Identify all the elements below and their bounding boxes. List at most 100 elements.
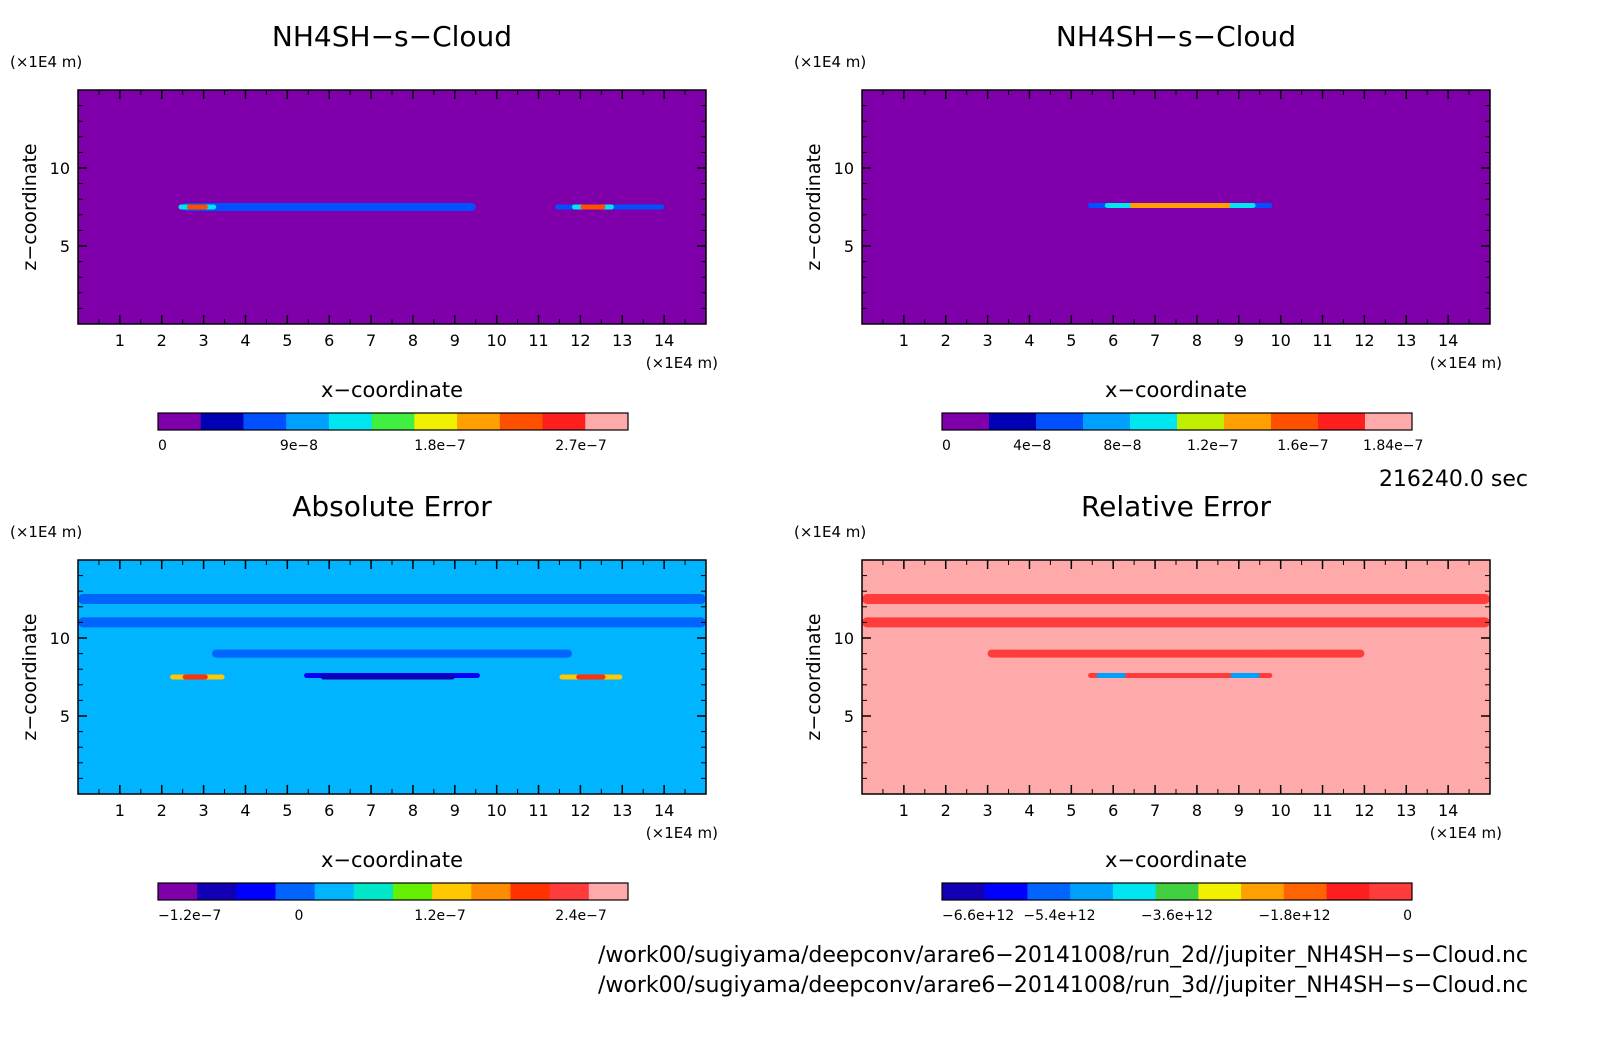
- y-axis-unit-label: (×1E4 m): [10, 523, 82, 541]
- chart-title: Relative Error: [1081, 490, 1272, 523]
- x-tick-label: 10: [1270, 801, 1290, 820]
- colorbar-segment-11: [549, 883, 590, 900]
- colorbar-tick-label: 1.2e−7: [1187, 438, 1239, 454]
- contour-feature-1: [78, 594, 706, 604]
- x-tick-label: 8: [1192, 801, 1202, 820]
- chart-title: NH4SH−s−Cloud: [272, 20, 512, 53]
- colorbar-tick-label: 0: [295, 908, 304, 924]
- colorbar-segment-11: [1369, 883, 1413, 900]
- contour-feature-1: [862, 594, 1490, 604]
- colorbar: 0 9e−8 1.8e−7 2.7e−7: [157, 412, 629, 454]
- x-tick-label: 13: [1396, 331, 1416, 350]
- plot-area: [77, 89, 707, 325]
- y-axis-label: z−coordinate: [19, 143, 41, 270]
- y-tick-label: 5: [60, 707, 70, 726]
- x-tick-label: 1: [899, 331, 909, 350]
- colorbar-segment-9: [1318, 413, 1366, 430]
- contour-feature-5: [1096, 672, 1126, 678]
- x-tick-label: 10: [486, 331, 506, 350]
- colorbar-tick-label: 0: [158, 438, 167, 454]
- colorbar-segment-4: [286, 413, 330, 430]
- colorbar-segment-10: [510, 883, 551, 900]
- plot-area: [861, 89, 1491, 325]
- x-tick-label: 13: [1396, 801, 1416, 820]
- y-axis-unit-label: (×1E4 m): [794, 523, 866, 541]
- x-tick-label: 6: [1108, 801, 1118, 820]
- x-tick-label: 9: [450, 331, 460, 350]
- x-tick-label: 9: [450, 801, 460, 820]
- contour-feature-6: [580, 204, 606, 210]
- colorbar-segment-10: [1365, 413, 1413, 430]
- colorbar-tick-label: −1.8e+12: [1258, 908, 1330, 924]
- x-tick-label: 7: [1150, 331, 1160, 350]
- contour-feature-4: [1088, 672, 1273, 678]
- colorbar-segment-4: [275, 883, 316, 900]
- colorbar-tick-label: 2.7e−7: [555, 438, 607, 454]
- colorbar-tick-label: −5.4e+12: [1023, 908, 1095, 924]
- x-tick-label: 13: [612, 801, 632, 820]
- contour-feature-9: [576, 674, 606, 680]
- y-tick-label: 10: [834, 629, 854, 648]
- x-axis-unit-label: (×1E4 m): [1430, 824, 1502, 842]
- colorbar-tick-label: 4e−8: [1013, 438, 1051, 454]
- plot-area: [77, 559, 707, 795]
- colorbar: −1.2e−7 0 1.2e−7 2.4e−7: [157, 882, 629, 924]
- colorbar-segment-1: [942, 413, 990, 430]
- contour-feature-3: [1129, 202, 1231, 208]
- contour-feature-2: [78, 617, 706, 628]
- colorbar-segment-6: [353, 883, 394, 900]
- y-axis-unit-label: (×1E4 m): [10, 53, 82, 71]
- colorbar-segment-6: [1155, 883, 1199, 900]
- colorbar-segment-5: [1112, 883, 1157, 900]
- x-tick-label: 11: [528, 331, 548, 350]
- contour-feature-4: [186, 204, 208, 210]
- y-tick-label: 10: [50, 629, 70, 648]
- y-axis-label: z−coordinate: [19, 613, 41, 740]
- chart-panel-3: Absolute Error(×1E4 m)1 2 3 4 5 6 7 8 9 10 11 12 13 1…: [10, 490, 718, 924]
- x-axis-unit-label: (×1E4 m): [646, 354, 718, 372]
- file-path-3d: /work00/sugiyama/deepconv/arare6−2014100…: [598, 973, 1528, 998]
- x-tick-label: 3: [983, 801, 993, 820]
- colorbar-tick-label: 1.2e−7: [414, 908, 466, 924]
- colorbar-segment-3: [236, 883, 276, 900]
- x-tick-label: 2: [157, 331, 167, 350]
- colorbar-segment-7: [393, 883, 433, 900]
- y-axis-unit-label: (×1E4 m): [794, 53, 866, 71]
- colorbar-segment-9: [499, 413, 544, 430]
- x-tick-label: 1: [115, 331, 125, 350]
- contour-feature-2: [862, 617, 1490, 628]
- colorbar-segment-8: [1241, 883, 1285, 900]
- x-tick-label: 1: [899, 801, 909, 820]
- contour-feature-6: [1230, 672, 1260, 678]
- x-tick-label: 8: [1192, 331, 1202, 350]
- x-tick-label: 11: [1312, 331, 1332, 350]
- x-tick-label: 7: [1150, 801, 1160, 820]
- x-tick-label: 4: [1024, 801, 1034, 820]
- colorbar-segment-8: [1271, 413, 1319, 430]
- colorbar-segment-3: [1036, 413, 1084, 430]
- chart-title: NH4SH−s−Cloud: [1056, 20, 1296, 53]
- colorbar-segment-8: [432, 883, 472, 900]
- colorbar-segment-12: [588, 883, 629, 900]
- colorbar-frame: [941, 882, 1413, 901]
- y-tick-label: 5: [844, 707, 854, 726]
- x-tick-label: 7: [366, 801, 376, 820]
- colorbar-segment-7: [414, 413, 458, 430]
- plot-area: [861, 559, 1491, 795]
- colorbar-frame: [941, 412, 1413, 431]
- colorbar-tick-label: 2.4e−7: [555, 908, 607, 924]
- x-tick-label: 3: [199, 801, 209, 820]
- x-tick-label: 12: [1354, 801, 1374, 820]
- y-tick-label: 10: [50, 159, 70, 178]
- x-tick-label: 7: [366, 331, 376, 350]
- x-tick-label: 3: [983, 331, 993, 350]
- colorbar-tick-label: 0: [942, 438, 951, 454]
- x-tick-label: 10: [1270, 331, 1290, 350]
- colorbar-segment-10: [542, 413, 586, 430]
- y-axis-label: z−coordinate: [803, 143, 825, 270]
- chart-panel-1: NH4SH−s−Cloud(×1E4 m)1 2 3 4 5 6 7 8 9 10 11 12 13 14…: [10, 20, 718, 454]
- x-tick-label: 9: [1234, 331, 1244, 350]
- x-tick-label: 1: [115, 801, 125, 820]
- colorbar-tick-label: −6.6e+12: [942, 908, 1014, 924]
